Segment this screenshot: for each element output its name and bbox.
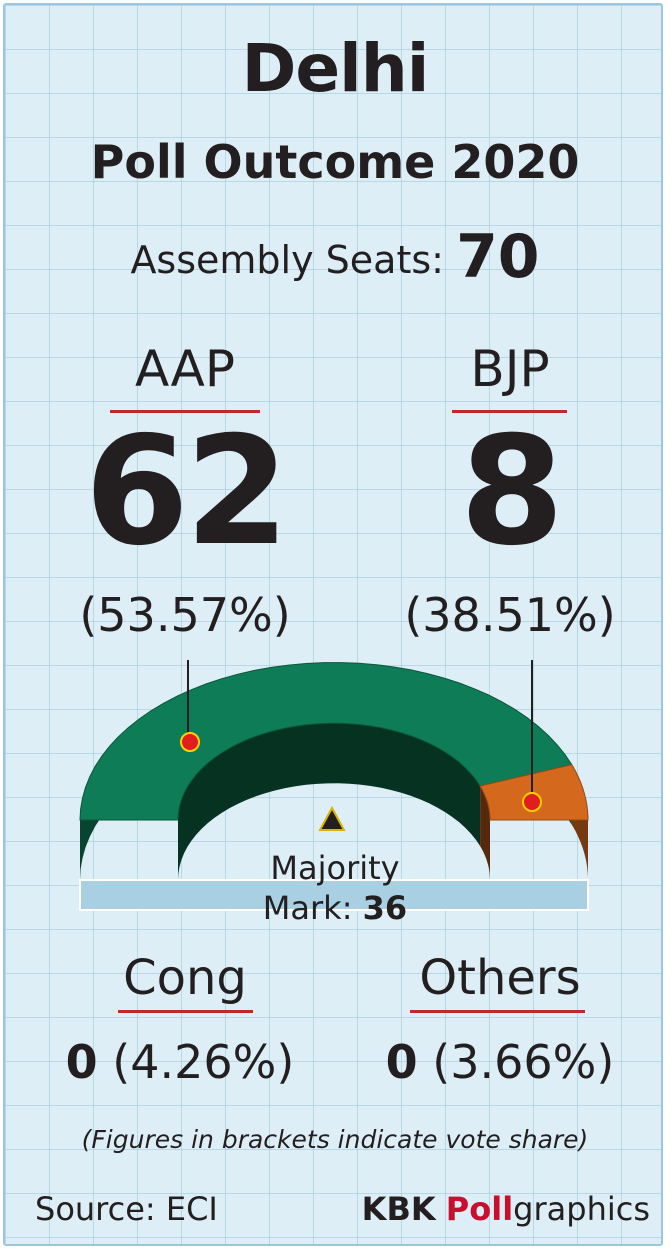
arc-inner-aap xyxy=(178,723,481,880)
majority-mark-label: Mark: xyxy=(262,889,353,927)
party-name-cong: Cong xyxy=(123,950,247,1006)
majority-mark-value: 36 xyxy=(362,889,408,927)
infographic-card xyxy=(3,3,663,1246)
brand-part1: KBK xyxy=(361,1190,436,1228)
party-name-bjp: BJP xyxy=(470,340,550,398)
vote-share-bjp: (38.51%) xyxy=(404,588,616,642)
vote-share-aap: (53.57%) xyxy=(79,588,291,642)
brand-part2: Poll xyxy=(445,1190,514,1228)
seat-arc-chart xyxy=(79,660,589,911)
result-cong: 0 (4.26%) xyxy=(30,1035,330,1089)
majority-marker-icon xyxy=(318,805,346,831)
seats-cong: 0 xyxy=(65,1035,98,1089)
brand-part2-part3: Pollgraphics xyxy=(446,1190,650,1228)
assembly-seats-label: Assembly Seats: xyxy=(130,238,444,282)
brand-logo: KBK Pollgraphics xyxy=(362,1190,650,1228)
chart-title: Delhi xyxy=(241,30,430,107)
vote-share-cong: (4.26%) xyxy=(112,1035,295,1089)
seats-others: 0 xyxy=(385,1035,418,1089)
underline-bjp xyxy=(452,410,567,413)
brand-part3: graphics xyxy=(513,1190,650,1228)
arc-inner-bjp xyxy=(480,786,490,880)
seats-aap: 62 xyxy=(84,405,290,579)
underline-aap xyxy=(110,410,260,413)
assembly-seats-value: 70 xyxy=(456,222,540,292)
source: Source: ECI xyxy=(35,1190,218,1228)
underline-others xyxy=(410,1010,585,1013)
party-name-aap: AAP xyxy=(135,340,235,398)
underline-cong xyxy=(118,1010,253,1013)
base-grid xyxy=(79,879,589,911)
chart-subtitle: Poll Outcome 2020 xyxy=(90,135,580,189)
result-others: 0 (3.66%) xyxy=(350,1035,650,1089)
assembly-seats: Assembly Seats: 70 xyxy=(0,222,670,292)
pin-bjp-icon xyxy=(522,792,542,812)
vote-share-others: (3.66%) xyxy=(432,1035,615,1089)
party-name-others: Others xyxy=(419,950,581,1006)
pin-aap-icon xyxy=(180,732,200,752)
seats-bjp: 8 xyxy=(459,405,564,579)
majority-label: Majority xyxy=(270,849,400,887)
majority-mark: Majority Mark: 36 xyxy=(235,848,435,928)
footnote: (Figures in brackets indicate vote share… xyxy=(81,1125,589,1154)
